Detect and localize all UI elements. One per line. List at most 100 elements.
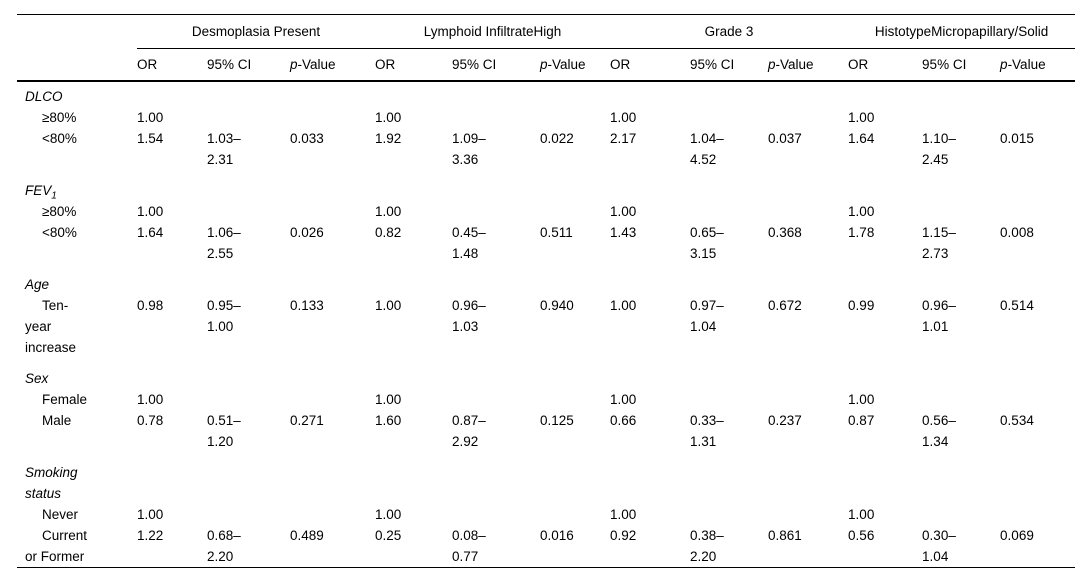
ci-cell <box>207 201 290 222</box>
pvalue-cell <box>290 107 375 128</box>
ci-cell: 0.95– 1.00 <box>207 298 241 334</box>
ci-cell: 0.97– 1.04 <box>690 298 724 334</box>
pvalue-header-p: p <box>1000 57 1008 72</box>
or-cell: 0.99 <box>848 298 875 313</box>
results-table-wrapper: Desmoplasia Present Lymphoid InfiltrateH… <box>17 14 1076 568</box>
stub-subheader-blank <box>17 48 137 82</box>
or-cell: 1.00 <box>848 507 875 522</box>
ci-cell <box>207 389 290 410</box>
pvalue-cell: 0.069 <box>1000 528 1034 543</box>
or-cell: 0.98 <box>137 298 164 313</box>
or-cell: 0.87 <box>848 413 875 428</box>
or-cell: 1.00 <box>848 110 875 125</box>
ci-header: 95% CI <box>922 48 1001 82</box>
ci-cell: 1.15– 2.73 <box>922 225 956 261</box>
or-cell: 2.17 <box>610 131 637 146</box>
ci-cell: 1.04– 4.52 <box>690 131 724 167</box>
pvalue-cell: 0.033 <box>290 131 324 146</box>
pvalue-header-rest: -Value <box>547 57 586 72</box>
pvalue-cell: 0.037 <box>768 131 802 146</box>
or-header: OR <box>137 48 207 82</box>
variable-group-row: Smoking status <box>17 452 1075 504</box>
or-cell: 1.78 <box>848 225 875 240</box>
or-cell: 1.00 <box>375 110 402 125</box>
empty-cell <box>137 170 1075 201</box>
pvalue-header: p-Value <box>290 48 376 82</box>
ci-cell <box>452 389 540 410</box>
or-cell: 1.00 <box>610 507 637 522</box>
table-row: Female 1.00 1.00 1.00 1.00 <box>17 389 1075 410</box>
or-cell: 1.64 <box>137 225 164 240</box>
stub-cell: ≥80% <box>42 204 77 219</box>
group-header-lymphoid-infiltrate: Lymphoid InfiltrateHigh <box>375 14 611 49</box>
table-row: Ten- year increase 0.98 0.95– 1.00 0.133 1.0… <box>17 295 1075 358</box>
pvalue-cell <box>768 389 848 410</box>
ci-header: 95% CI <box>690 48 769 82</box>
stub-cell: ≥80% <box>42 110 77 125</box>
pvalue-header-p: p <box>540 57 548 72</box>
pvalue-cell <box>1000 201 1075 222</box>
ci-header: 95% CI <box>207 48 290 82</box>
empty-cell <box>137 452 1075 504</box>
pvalue-cell: 0.511 <box>540 225 573 240</box>
table-body: DLCO ≥80% 1.00 1.00 1.00 1.00 <80% 1.54 1.03– 2.… <box>17 81 1075 568</box>
table-row: Male 0.78 0.51– 1.20 0.271 1.60 0.87– 2.92 0.1… <box>17 410 1075 452</box>
subheader-row: OR 95% CI p-Value OR 95% CI p-Value OR 9… <box>17 48 1076 82</box>
or-cell: 0.56 <box>848 528 875 543</box>
ci-cell: 1.06– 2.55 <box>207 225 241 261</box>
ci-cell: 0.87– 2.92 <box>452 413 486 449</box>
pvalue-cell <box>540 107 610 128</box>
pvalue-cell <box>1000 504 1075 525</box>
variable-group-row: DLCO <box>17 81 1075 107</box>
pvalue-cell <box>540 389 610 410</box>
or-cell: 1.00 <box>610 204 637 219</box>
group-header-grade3: Grade 3 <box>610 14 849 49</box>
ci-cell <box>207 504 290 525</box>
ci-cell <box>922 504 1000 525</box>
pvalue-cell <box>290 504 375 525</box>
stub-cell: Sex <box>25 371 49 386</box>
ci-cell: 1.03– 2.31 <box>207 131 241 167</box>
pvalue-header: p-Value <box>768 48 849 82</box>
ci-cell <box>690 201 768 222</box>
empty-cell <box>137 358 1075 389</box>
stub-cell: Female <box>42 392 88 407</box>
pvalue-header-p: p <box>290 57 298 72</box>
stub-cell: <80% <box>42 131 77 146</box>
or-cell: 1.00 <box>375 298 402 313</box>
ci-cell <box>690 504 768 525</box>
table-row: <80% 1.54 1.03– 2.31 0.033 1.92 1.09– 3.36 0.0… <box>17 128 1075 170</box>
pvalue-cell <box>768 201 848 222</box>
pvalue-cell <box>540 504 610 525</box>
pvalue-cell: 0.237 <box>768 413 802 428</box>
ci-cell <box>452 504 540 525</box>
pvalue-cell: 0.015 <box>1000 131 1034 146</box>
pvalue-header-p: p <box>768 57 776 72</box>
group-header-row: Desmoplasia Present Lymphoid InfiltrateH… <box>17 14 1076 49</box>
variable-group-row: Sex <box>17 358 1075 389</box>
empty-cell <box>137 264 1075 295</box>
table-row: ≥80% 1.00 1.00 1.00 1.00 <box>17 107 1075 128</box>
stub-cell: <80% <box>42 225 77 240</box>
ci-cell: 0.38– 2.20 <box>690 528 724 564</box>
pvalue-cell: 0.022 <box>540 131 574 146</box>
or-cell: 1.00 <box>375 507 402 522</box>
pvalue-cell: 0.125 <box>540 413 574 428</box>
or-cell: 1.00 <box>848 204 875 219</box>
pvalue-cell: 0.672 <box>768 298 802 313</box>
or-cell: 0.92 <box>610 528 637 543</box>
ci-cell: 0.56– 1.34 <box>922 413 956 449</box>
ci-cell: 0.96– 1.01 <box>922 298 956 334</box>
ci-cell: 0.68– 2.20 <box>207 528 241 564</box>
or-cell: 1.22 <box>137 528 164 543</box>
pvalue-header: p-Value <box>1000 48 1076 82</box>
ci-cell: 0.51– 1.20 <box>207 413 241 449</box>
stub-cell: Never <box>42 507 79 522</box>
pvalue-cell: 0.489 <box>290 528 324 543</box>
ci-cell: 0.08– 0.77 <box>452 528 486 564</box>
or-cell: 1.00 <box>375 204 402 219</box>
or-cell: 1.64 <box>848 131 875 146</box>
or-cell: 1.00 <box>610 110 637 125</box>
pvalue-cell <box>540 201 610 222</box>
table-row: Never 1.00 1.00 1.00 1.00 <box>17 504 1075 525</box>
